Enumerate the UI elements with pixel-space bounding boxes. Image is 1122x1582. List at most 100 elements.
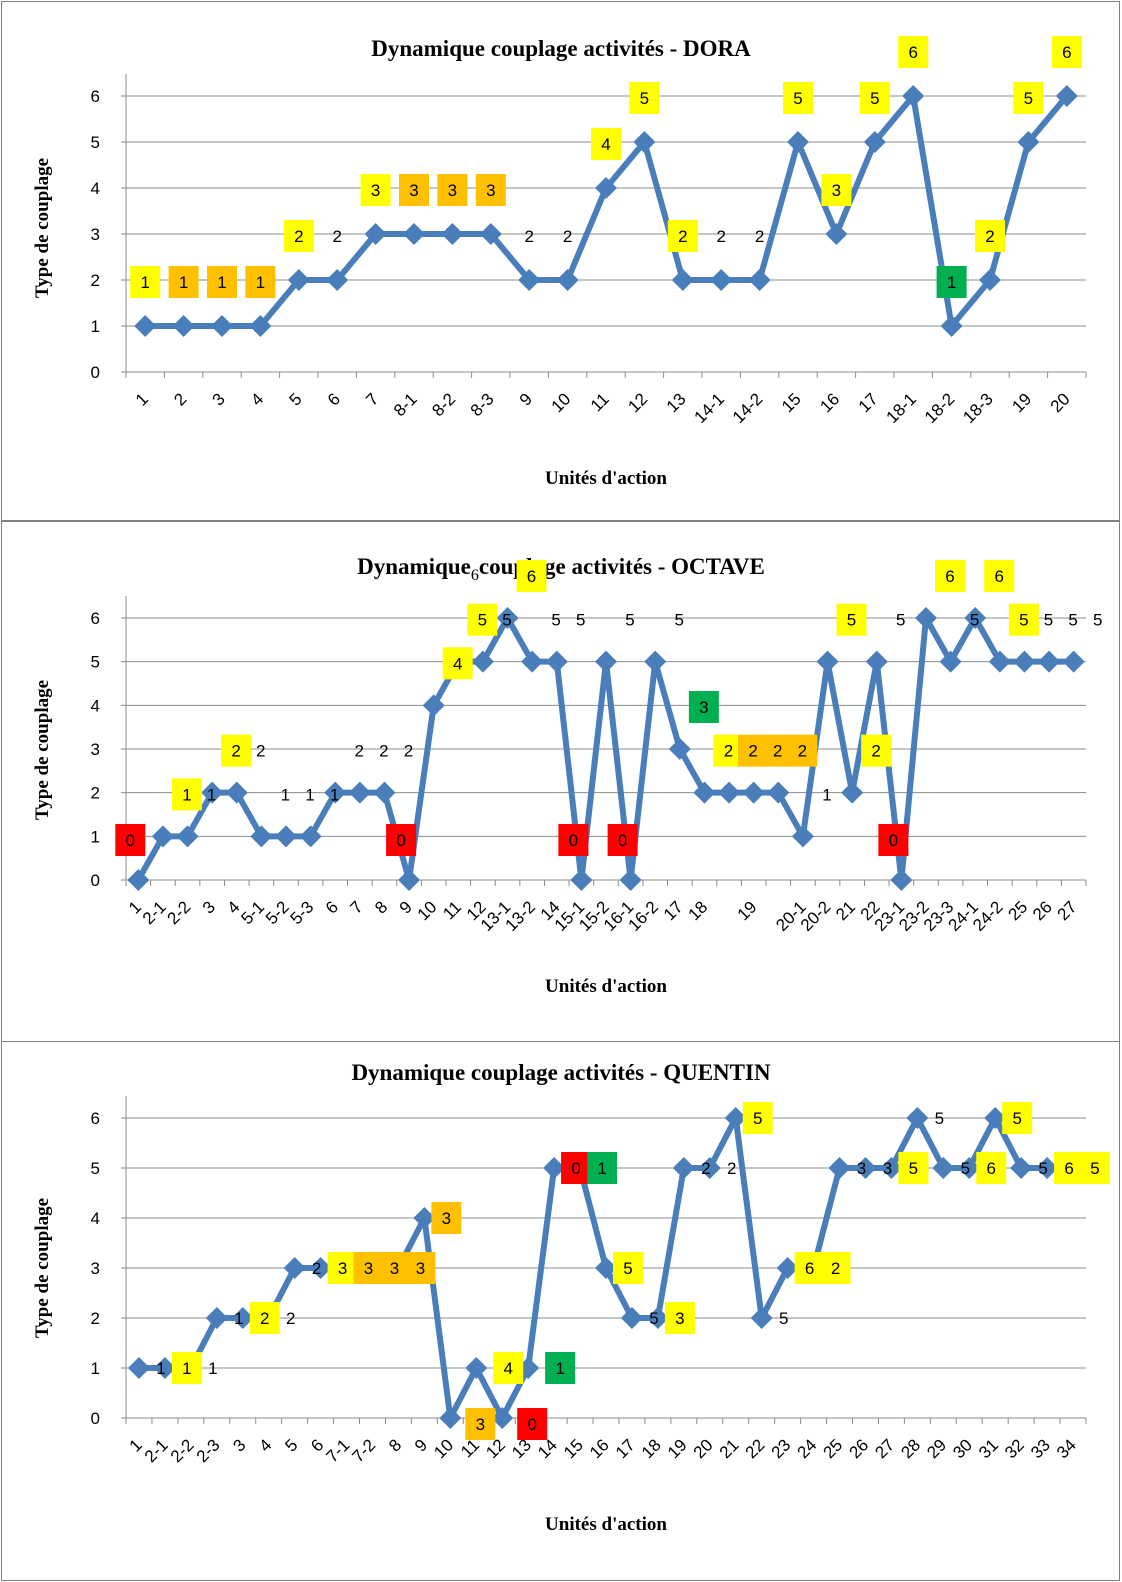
x-tick-label: 25 [1004, 897, 1031, 924]
data-label-box [607, 824, 638, 856]
data-point-marker [906, 1107, 929, 1129]
data-label: 5 [1012, 1109, 1021, 1128]
data-label: 2 [716, 227, 725, 246]
data-label: 6 [527, 567, 536, 586]
data-label-box [898, 1152, 929, 1184]
data-label-box [1051, 36, 1082, 68]
data-point-marker [283, 1257, 306, 1279]
x-tick-label: 19 [734, 897, 761, 924]
x-tick-label: 7-1 [323, 1435, 354, 1466]
data-label: 5 [625, 611, 634, 630]
data-label-box [820, 1252, 851, 1284]
data-point-marker [595, 177, 617, 199]
chart-title: Dynamique couplage activités - DORA [371, 36, 751, 61]
y-tick-label: 5 [91, 1159, 100, 1178]
data-label: 4 [504, 1359, 513, 1378]
data-point-marker [299, 825, 322, 848]
data-label: 5 [478, 611, 487, 630]
data-label-box [249, 1302, 280, 1334]
data-point-marker [1017, 131, 1040, 153]
data-point-marker [672, 1157, 695, 1179]
chart-svg-quentin: Dynamique couplage activités - QUENTIN01… [32, 1042, 1120, 1535]
data-point-marker [939, 650, 962, 673]
data-point-marker [863, 131, 886, 153]
y-tick-label: 4 [91, 696, 100, 715]
x-tick-label: 20 [690, 1435, 717, 1462]
data-label-box [327, 1252, 358, 1284]
data-point-marker [249, 315, 272, 337]
data-point-marker [646, 1307, 669, 1329]
x-tick-label: 3 [209, 389, 229, 409]
data-label: 0 [889, 831, 898, 850]
data-label-box [467, 603, 498, 636]
data-point-marker [710, 269, 733, 291]
y-tick-label: 3 [91, 740, 100, 759]
data-point-marker [545, 650, 568, 673]
data-point-marker [398, 869, 421, 891]
data-point-marker [570, 869, 593, 891]
y-tick-label: 6 [91, 609, 100, 628]
x-tick-label: 2 [170, 389, 190, 409]
data-point-marker [1038, 650, 1061, 673]
data-label: 0 [569, 831, 578, 850]
x-tick-label: 23 [768, 1435, 795, 1462]
y-tick-label: 6 [91, 87, 100, 106]
x-axis-title: Unités d'action [545, 1514, 667, 1535]
x-tick-label: 20-2 [797, 897, 834, 934]
data-label-box [859, 82, 890, 114]
data-point-marker [543, 1157, 566, 1179]
data-label-box [664, 1302, 695, 1334]
data-label: 2 [563, 227, 572, 246]
data-point-marker [422, 694, 445, 717]
data-point-marker [479, 223, 502, 245]
data-label: 5 [870, 89, 879, 108]
x-tick-label: 8-2 [428, 389, 459, 420]
x-tick-label: 9 [516, 389, 536, 409]
data-label: 2 [286, 1309, 295, 1328]
data-label: 3 [371, 181, 380, 200]
data-label-box [360, 174, 391, 206]
y-tick-label: 6 [91, 1109, 100, 1128]
x-tick-label: 18 [638, 1435, 665, 1462]
data-point-marker [787, 131, 809, 153]
data-label: 1 [947, 273, 956, 292]
x-tick-label: 12 [624, 389, 651, 416]
data-label: 5 [1090, 1159, 1099, 1178]
data-point-marker [979, 269, 1001, 291]
data-point-marker [521, 650, 544, 673]
data-label: 0 [126, 831, 135, 850]
x-tick-label: 2-2 [167, 1435, 198, 1466]
x-tick-label: 24 [794, 1435, 821, 1462]
data-point-marker [958, 1157, 981, 1179]
data-point-marker [439, 1407, 462, 1429]
y-tick-label: 2 [91, 271, 100, 290]
x-tick-label: 29 [923, 1435, 950, 1462]
x-tick-label: 6 [322, 897, 342, 917]
data-point-marker [413, 1207, 436, 1229]
x-tick-label: 8 [385, 1435, 405, 1455]
data-point-marker [153, 1357, 176, 1379]
data-label: 0 [527, 1415, 536, 1434]
data-label-box [821, 174, 852, 206]
data-label-box [591, 128, 621, 160]
data-label-box [379, 1252, 410, 1284]
data-label: 2 [379, 742, 388, 761]
data-label: 2 [755, 227, 764, 246]
data-label-box [1008, 603, 1039, 636]
data-point-marker [791, 825, 814, 848]
data-label: 3 [857, 1159, 866, 1178]
data-label-box [130, 266, 161, 298]
x-tick-label: 18-3 [959, 389, 996, 426]
x-tick-label: 8-3 [467, 389, 498, 420]
x-tick-label: 18-1 [883, 389, 920, 426]
data-point-marker [373, 781, 396, 804]
data-label: 5 [909, 1159, 918, 1178]
data-label-box [437, 174, 468, 206]
x-tick-label: 1 [132, 389, 152, 409]
data-label: 5 [1038, 1159, 1047, 1178]
chart-panel-quentin: Dynamique couplage activités - QUENTIN 0 1… [1, 1041, 1120, 1581]
y-tick-label: 1 [91, 1359, 100, 1378]
data-point-marker [748, 269, 771, 291]
data-point-marker [151, 825, 174, 848]
data-label: 2 [332, 227, 341, 246]
